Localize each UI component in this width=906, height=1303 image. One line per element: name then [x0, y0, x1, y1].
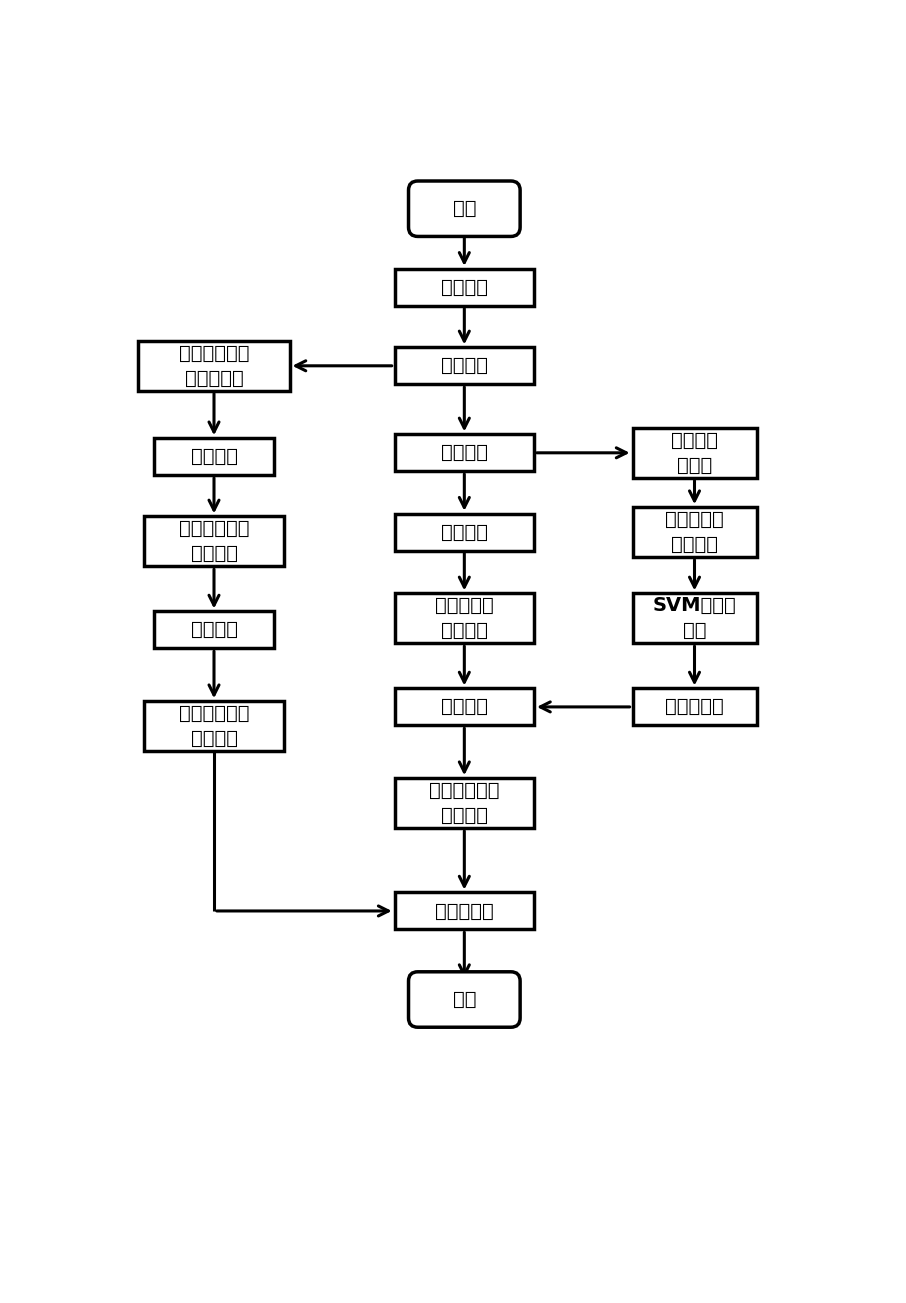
- FancyBboxPatch shape: [395, 434, 534, 472]
- FancyBboxPatch shape: [144, 516, 284, 567]
- FancyBboxPatch shape: [409, 181, 520, 236]
- FancyBboxPatch shape: [409, 972, 520, 1027]
- FancyBboxPatch shape: [144, 701, 284, 752]
- Text: SVM分类器
训练: SVM分类器 训练: [652, 597, 737, 640]
- Text: 棋子初始位置
世界坐标: 棋子初始位置 世界坐标: [178, 704, 249, 748]
- FancyBboxPatch shape: [395, 348, 534, 384]
- Text: 返回: 返回: [453, 990, 476, 1009]
- FancyBboxPatch shape: [395, 778, 534, 829]
- Text: 字符分类器: 字符分类器: [665, 697, 724, 717]
- Text: 机械臂执行: 机械臂执行: [435, 902, 494, 920]
- Text: 区域分割: 区域分割: [441, 443, 487, 463]
- Text: 坐标转换: 坐标转换: [190, 620, 237, 640]
- Text: 获取精确抓取
中心点坐标: 获取精确抓取 中心点坐标: [178, 344, 249, 388]
- FancyBboxPatch shape: [632, 507, 757, 558]
- Text: 棋子对应棋盘
世界坐标: 棋子对应棋盘 世界坐标: [429, 782, 499, 825]
- FancyBboxPatch shape: [632, 593, 757, 644]
- FancyBboxPatch shape: [139, 341, 290, 391]
- FancyBboxPatch shape: [395, 593, 534, 644]
- FancyBboxPatch shape: [632, 688, 757, 726]
- FancyBboxPatch shape: [395, 688, 534, 726]
- FancyBboxPatch shape: [395, 893, 534, 929]
- Text: 字符识别: 字符识别: [441, 697, 487, 717]
- FancyBboxPatch shape: [395, 513, 534, 551]
- Text: 轮廓与骨架
特征提取: 轮廓与骨架 特征提取: [665, 509, 724, 554]
- Text: 开始: 开始: [453, 199, 476, 218]
- FancyBboxPatch shape: [395, 268, 534, 306]
- Text: 颜色识别: 颜色识别: [441, 523, 487, 542]
- FancyBboxPatch shape: [632, 427, 757, 478]
- Text: 一次定位: 一次定位: [441, 356, 487, 375]
- Text: 二次定位: 二次定位: [190, 447, 237, 466]
- Text: 图像采集: 图像采集: [441, 278, 487, 297]
- Text: 训练字符
分类器: 训练字符 分类器: [671, 431, 718, 474]
- Text: 轮廓与骨架
特征提取: 轮廓与骨架 特征提取: [435, 597, 494, 640]
- FancyBboxPatch shape: [154, 611, 274, 649]
- Text: 棋子初始位置
像素坐标: 棋子初始位置 像素坐标: [178, 520, 249, 563]
- FancyBboxPatch shape: [154, 438, 274, 476]
